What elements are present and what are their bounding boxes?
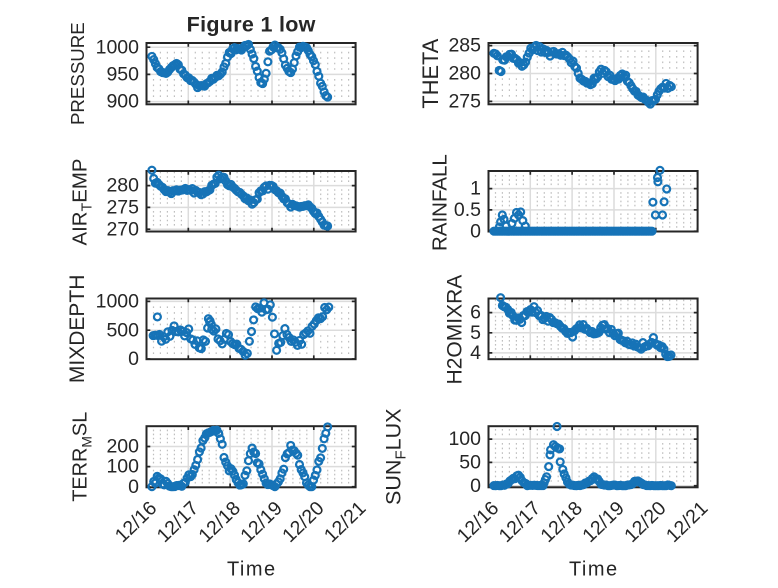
svg-text:0: 0 — [470, 220, 481, 242]
svg-text:Time: Time — [569, 559, 619, 581]
svg-text:0.5: 0.5 — [454, 199, 481, 221]
svg-text:TERRMSL: TERRMSL — [69, 412, 94, 502]
svg-text:RAINFALL: RAINFALL — [428, 154, 451, 251]
svg-text:THETA: THETA — [418, 38, 443, 108]
svg-text:H2OMIXRA: H2OMIXRA — [444, 275, 467, 385]
svg-text:6: 6 — [470, 302, 481, 324]
svg-text:500: 500 — [106, 319, 139, 341]
svg-text:900: 900 — [106, 91, 139, 113]
svg-text:PRESSURE: PRESSURE — [67, 22, 88, 125]
svg-text:1: 1 — [470, 178, 481, 200]
svg-text:100: 100 — [106, 456, 139, 478]
svg-text:MIXDEPTH: MIXDEPTH — [66, 275, 89, 384]
svg-text:Figure 1 low: Figure 1 low — [187, 12, 316, 36]
svg-text:0: 0 — [470, 475, 481, 497]
svg-text:4: 4 — [470, 342, 481, 364]
svg-text:950: 950 — [106, 64, 139, 86]
svg-text:280: 280 — [448, 63, 481, 85]
svg-text:1000: 1000 — [96, 36, 140, 58]
svg-text:275: 275 — [448, 91, 481, 113]
svg-text:AIRTEMP: AIRTEMP — [70, 159, 96, 246]
svg-text:100: 100 — [448, 428, 481, 450]
svg-text:280: 280 — [106, 175, 139, 197]
svg-text:1000: 1000 — [96, 291, 140, 313]
svg-text:Time: Time — [227, 559, 277, 581]
svg-text:50: 50 — [459, 452, 481, 474]
svg-text:0: 0 — [128, 348, 139, 370]
svg-text:285: 285 — [448, 35, 481, 57]
svg-text:200: 200 — [106, 436, 139, 458]
svg-text:5: 5 — [470, 322, 481, 344]
svg-text:275: 275 — [106, 197, 139, 219]
svg-text:SUNFLUX: SUNFLUX — [382, 409, 410, 505]
svg-text:0: 0 — [128, 476, 139, 498]
svg-text:270: 270 — [106, 218, 139, 240]
